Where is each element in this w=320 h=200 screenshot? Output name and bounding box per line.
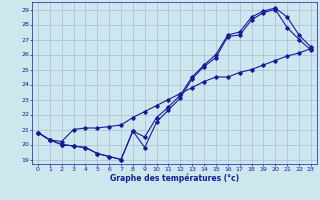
X-axis label: Graphe des températures (°c): Graphe des températures (°c): [110, 173, 239, 183]
